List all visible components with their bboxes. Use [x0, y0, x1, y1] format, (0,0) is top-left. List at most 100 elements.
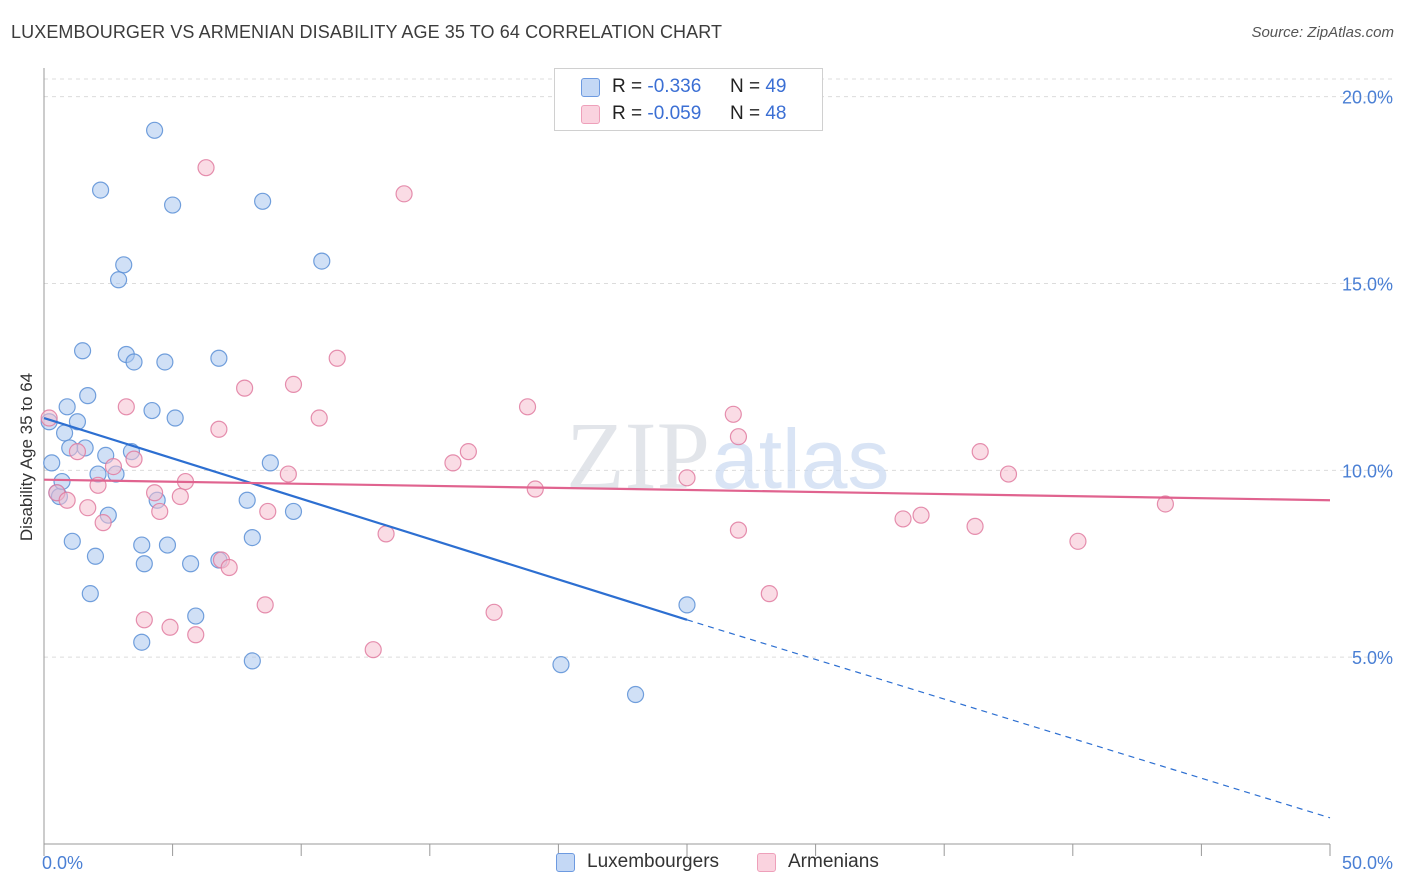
luxembourger-point	[678, 596, 696, 614]
luxembourger-point	[158, 536, 177, 554]
luxembourger-point	[243, 528, 261, 547]
armenian-point	[912, 506, 930, 524]
armenian-point	[485, 603, 503, 621]
armenian-point	[966, 517, 984, 535]
armenian-point	[210, 420, 228, 438]
luxembourger-point	[284, 502, 303, 521]
luxembourger-point	[133, 633, 151, 651]
gridlines	[44, 78, 1392, 658]
bottom-legend-swatch-pink	[757, 852, 776, 872]
luxembourger-point	[91, 181, 110, 199]
luxembourger-point	[552, 656, 570, 674]
luxembourger-point	[125, 353, 143, 371]
luxembourger-point	[143, 401, 161, 420]
armenian-point	[220, 558, 238, 577]
armenian-trend-line	[43, 478, 1331, 502]
luxembourger-trend-line	[43, 416, 688, 621]
axes	[43, 68, 1331, 856]
trend-lines	[43, 416, 1331, 819]
luxembourger-point	[68, 413, 87, 431]
watermark-zip: ZIP	[566, 402, 710, 509]
armenian-point	[135, 611, 153, 629]
luxembourger-point	[313, 252, 331, 270]
armenian-point	[161, 618, 179, 636]
luxembourger-point	[135, 555, 153, 573]
armenian-point	[117, 398, 135, 416]
armenian-point	[894, 510, 912, 528]
armenian-point	[79, 499, 97, 517]
armenian-point	[125, 450, 143, 468]
chart-title: LUXEMBOURGER VS ARMENIAN DISABILITY AGE …	[11, 22, 723, 42]
y-tick-label: 5.0%	[1352, 648, 1393, 668]
bottom-legend-label: Armenians	[788, 851, 879, 872]
armenian-point	[236, 379, 254, 397]
armenian-point	[518, 398, 537, 416]
luxembourger-point	[187, 607, 205, 625]
x-tick-label: 50.0%	[1342, 853, 1393, 873]
armenian-point	[364, 641, 382, 659]
armenian-point	[444, 454, 462, 472]
armenian-point	[171, 487, 189, 506]
armenian-point	[395, 185, 413, 203]
luxembourger-point	[63, 532, 81, 550]
armenian-point	[151, 502, 169, 521]
luxembourger-point	[43, 454, 61, 472]
armenian-point	[40, 409, 58, 427]
luxembourger-point	[58, 398, 76, 416]
armenian-point	[729, 521, 748, 539]
y-tick-label: 20.0%	[1342, 88, 1393, 108]
bottom-legend-armenians: Armenians	[757, 851, 879, 873]
armenian-point	[68, 443, 87, 461]
armenian-point	[971, 443, 989, 461]
armenian-point	[999, 465, 1018, 483]
luxembourger-point	[626, 685, 645, 704]
legend-swatch-blue	[581, 77, 600, 97]
x-tick-label: 0.0%	[42, 853, 83, 873]
legend-swatch-pink	[581, 104, 600, 124]
armenian-point	[328, 349, 346, 367]
armenian-point	[729, 428, 748, 446]
luxembourger-point	[73, 342, 92, 360]
legend-row-armenians: R = -0.059 N = 48	[555, 101, 786, 127]
luxembourger-point	[86, 547, 105, 565]
armenian-point	[58, 491, 76, 509]
legend-n-label: N =	[729, 103, 761, 124]
armenian-point	[104, 458, 123, 476]
luxembourger-point	[133, 536, 151, 554]
luxembourger-point	[109, 271, 128, 289]
luxembourger-point	[164, 196, 182, 214]
armenian-point	[145, 484, 164, 502]
luxembourger-point	[81, 585, 99, 603]
luxembourger-point	[156, 353, 174, 371]
data-points	[40, 121, 1174, 704]
luxembourger-point	[254, 192, 272, 210]
legend-r-label: R =	[612, 103, 643, 124]
luxembourger-point	[261, 454, 279, 472]
armenian-point	[1156, 495, 1174, 513]
luxembourger-point	[243, 652, 261, 670]
tick-labels: 5.0% 10.0% 15.0% 20.0% 0.0% 50.0%	[42, 88, 1393, 873]
watermark: ZIP atlas	[566, 402, 889, 509]
luxembourger-point	[182, 555, 200, 573]
legend-n-value: 48	[765, 103, 787, 124]
armenian-point	[187, 626, 205, 644]
legend: R = -0.336 N = 49 R = -0.059 N = 48	[554, 68, 823, 131]
y-tick-label: 10.0%	[1342, 461, 1393, 481]
armenian-point	[678, 469, 696, 487]
luxembourger-point	[210, 349, 228, 367]
armenian-point	[279, 465, 297, 483]
luxembourger-trend-extrapolation	[686, 619, 1331, 819]
armenian-point	[459, 443, 477, 461]
armenian-point	[259, 502, 277, 521]
legend-r-value: -0.059	[647, 103, 702, 124]
legend-row-luxembourgers: R = -0.336 N = 49	[555, 74, 786, 100]
source-label: Source: ZipAtlas.com	[1251, 24, 1394, 41]
luxembourger-point	[145, 121, 164, 139]
armenian-point	[760, 585, 778, 603]
armenian-point	[256, 596, 274, 614]
armenian-point	[197, 159, 215, 177]
luxembourger-point	[115, 256, 133, 274]
luxembourger-point	[79, 387, 97, 405]
bottom-legend-luxembourgers: Luxembourgers	[556, 851, 719, 873]
